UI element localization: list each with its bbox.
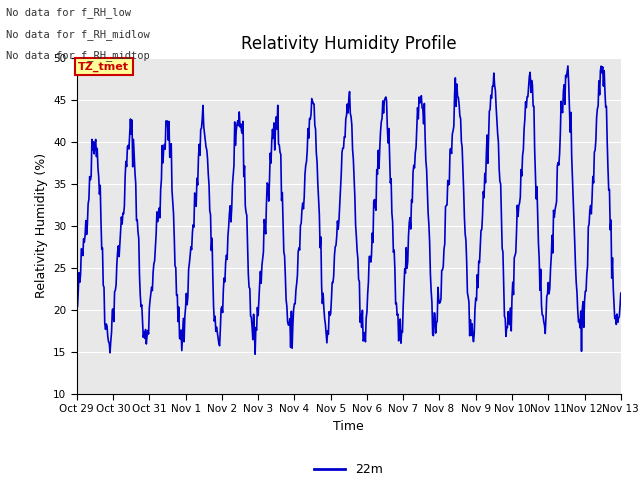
Text: No data for f_RH_low: No data for f_RH_low (6, 7, 131, 18)
Text: No data for f_RH_midlow: No data for f_RH_midlow (6, 29, 150, 40)
X-axis label: Time: Time (333, 420, 364, 432)
Text: TZ_tmet: TZ_tmet (78, 62, 129, 72)
Title: Relativity Humidity Profile: Relativity Humidity Profile (241, 35, 456, 53)
Legend: 22m: 22m (309, 458, 388, 480)
Y-axis label: Relativity Humidity (%): Relativity Humidity (%) (35, 153, 47, 298)
Text: No data for f_RH_midtop: No data for f_RH_midtop (6, 50, 150, 61)
